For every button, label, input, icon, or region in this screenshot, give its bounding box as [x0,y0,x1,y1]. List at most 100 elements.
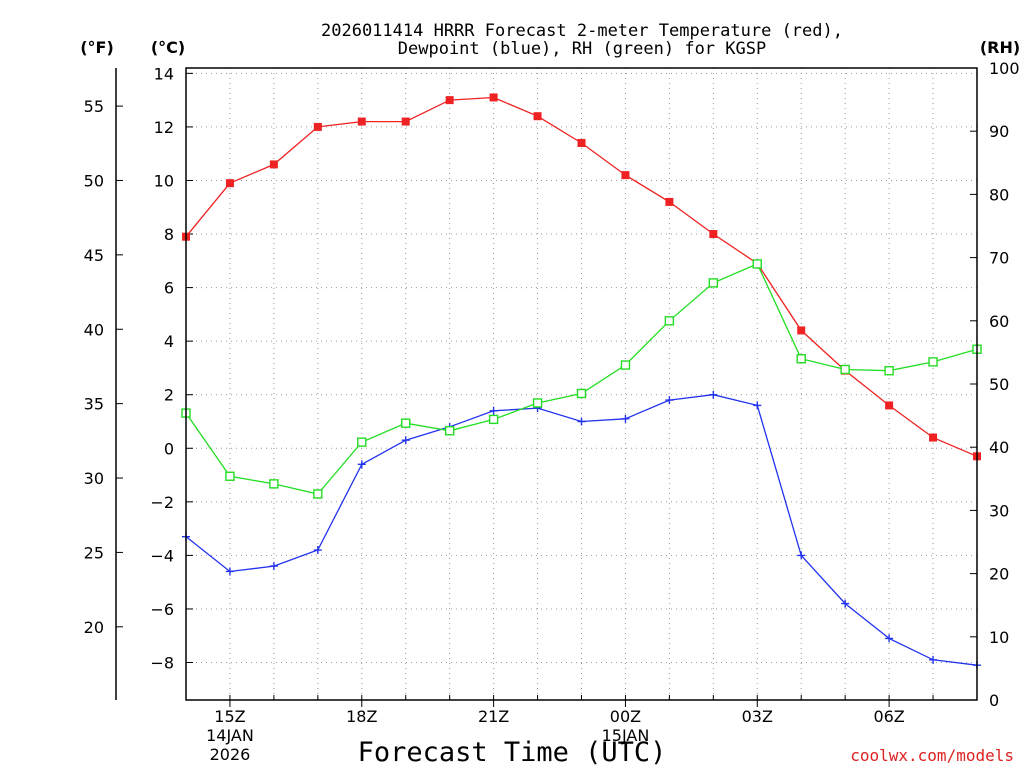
dewpoint-point [929,655,938,664]
rh-tick-label: 60 [989,312,1009,331]
x-axis-title: Forecast Time (UTC) [358,737,667,768]
temperature-point [401,117,410,126]
fahrenheit-tick-label: 20 [84,618,104,637]
fahrenheit-tick-label: 40 [84,320,104,339]
temperature-point [313,122,322,131]
rh-point [752,259,762,269]
rh-point [620,360,631,370]
dewpoint-point [313,546,322,555]
rh-tick-label: 70 [989,249,1009,268]
celsius-axis-unit-label: (°C) [151,38,185,57]
celsius-tick-label: 12 [154,118,174,137]
temperature-point [489,93,498,102]
dewpoint-point [269,562,278,571]
axis-layer: 14121086420−2−4−6−8555045403530252010090… [84,59,1020,764]
fahrenheit-tick-label: 25 [84,543,104,562]
temperature-line [185,96,978,457]
rh-point [357,437,367,447]
x-tick-date-label: 14JAN [206,726,254,745]
temperature-point [929,433,938,442]
fahrenheit-axis-unit-label: (°F) [80,38,114,57]
x-tick-label: 18Z [346,707,377,726]
dewpoint-point [841,599,850,608]
celsius-tick-label: −8 [150,654,174,673]
dewpoint-point [577,417,586,426]
celsius-tick-label: −4 [150,546,174,565]
dewpoint-point [621,414,630,423]
dewpoint-point [709,390,718,399]
fahrenheit-tick-label: 30 [84,469,104,488]
dewpoint-point [225,567,234,576]
rh-point [269,479,279,489]
celsius-tick-label: 6 [164,279,174,298]
x-tick-label: 06Z [873,707,904,726]
rh-tick-label: 80 [989,185,1009,204]
grid-layer [186,68,977,700]
rh-point [884,366,894,376]
celsius-tick-label: 4 [164,332,174,351]
rh-point [708,278,719,288]
dewpoint-line [185,394,978,666]
dewpoint-point [753,401,762,410]
celsius-tick-label: 8 [164,225,174,244]
x-tick-year-label: 2026 [210,745,251,764]
temperature-point [269,160,278,169]
temperature-point [533,112,542,121]
rh-tick-label: 90 [989,122,1009,141]
fahrenheit-tick-label: 35 [84,395,104,414]
rh-tick-label: 50 [989,375,1009,394]
rh-point [225,471,235,481]
rh-point [928,357,938,367]
temperature-point [577,138,586,147]
rh-tick-label: 40 [989,438,1009,457]
dewpoint-point [885,634,894,643]
dewpoint-point [401,436,410,445]
dewpoint-point [797,551,806,560]
temperature-point [225,179,234,188]
chart-title-line1: 2026011414 HRRR Forecast 2-meter Tempera… [321,21,843,41]
rh-point [488,414,499,425]
series-layer [181,93,982,670]
temperature-point [665,197,674,206]
temperature-point [445,96,454,105]
rh-tick-label: 100 [989,59,1020,78]
rh-point [313,489,323,499]
fahrenheit-tick-label: 55 [84,97,104,116]
celsius-tick-label: 0 [164,439,174,458]
rh-point [664,316,675,326]
celsius-tick-label: −2 [150,493,174,512]
dewpoint-point [489,406,498,415]
temperature-point [621,171,630,180]
rh-tick-label: 30 [989,501,1009,520]
rh-tick-label: 0 [989,691,999,710]
rh-point [401,418,411,428]
x-tick-label: 03Z [742,707,773,726]
x-tick-label: 15Z [214,707,245,726]
dewpoint-point [357,460,366,469]
x-tick-date-label: 15JAN [602,726,650,745]
chart-title-line2: Dewpoint (blue), RH (green) for KGSP [398,39,766,59]
rh-point [444,426,455,436]
temperature-point [885,401,894,410]
rh-point [532,398,543,408]
celsius-tick-label: 2 [164,386,174,405]
x-tick-label: 21Z [478,707,509,726]
celsius-tick-label: 10 [154,171,174,190]
celsius-tick-label: 14 [154,64,174,83]
rh-tick-label: 20 [989,565,1009,584]
rh-point [796,354,806,364]
plot-frame [185,67,978,701]
x-tick-label: 00Z [610,707,641,726]
rh-point [840,364,850,375]
fahrenheit-tick-label: 50 [84,171,104,190]
rh-axis-unit-label: (RH) [980,38,1020,57]
temperature-point [709,230,718,239]
fahrenheit-tick-label: 45 [84,246,104,265]
temperature-point [357,117,366,126]
dewpoint-point [665,396,674,405]
celsius-tick-label: −6 [150,600,174,619]
rh-tick-label: 10 [989,628,1009,647]
rh-point [576,388,587,399]
temperature-point [797,326,806,335]
